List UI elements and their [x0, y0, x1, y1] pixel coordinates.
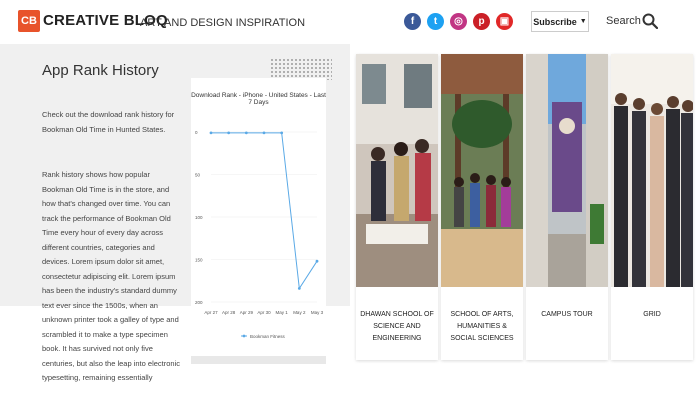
faculty-group-photo [611, 54, 693, 287]
x-tick-label: May 2 [293, 310, 306, 315]
school-card-engineering[interactable]: DHAWAN SCHOOL OF SCIENCE AND ENGINEERING [356, 54, 438, 360]
students-photo [356, 54, 438, 287]
pinterest-icon[interactable]: p [473, 13, 490, 30]
chart-title: Download Rank - iPhone - United States -… [191, 92, 326, 106]
y-tick-label: 50 [195, 173, 201, 178]
facebook-icon[interactable]: f [404, 13, 421, 30]
intro-paragraph: Check out the download rank history for … [42, 110, 175, 134]
logo-mark[interactable]: CB [18, 10, 40, 32]
school-label: GRID [643, 311, 661, 318]
search-label[interactable]: Search [606, 15, 641, 27]
y-tick-label: 100 [195, 215, 203, 220]
y-tick-label: 150 [195, 258, 203, 263]
subscribe-button[interactable]: Subscribe ▼ [531, 11, 589, 32]
flipboard-icon[interactable]: ▣ [496, 13, 513, 30]
legend-label: Bookman Fitness [250, 334, 286, 339]
search-icon[interactable] [642, 13, 658, 29]
subscribe-label: Subscribe [533, 16, 577, 27]
site-header: CB CREATIVE BLOQ ART AND DESIGN INSPIRAT… [0, 0, 700, 44]
data-point [262, 131, 266, 135]
series-line [211, 132, 318, 290]
legend-marker [242, 334, 246, 338]
school-card-campus-tour[interactable]: CAMPUS TOUR [526, 54, 608, 360]
x-tick-label: Apr 29 [240, 310, 254, 315]
instagram-icon[interactable]: ◎ [450, 13, 467, 30]
data-point [280, 131, 284, 135]
school-card-arts[interactable]: SCHOOL OF ARTS, HUMANITIES & SOCIAL SCIE… [441, 54, 523, 360]
chevron-down-icon: ▼ [579, 18, 587, 25]
campus-building-photo [526, 54, 608, 287]
y-tick-label: 200 [195, 300, 203, 305]
school-card-grid[interactable]: GRID [611, 54, 693, 360]
x-tick-label: Apr 27 [204, 310, 218, 315]
data-point [244, 131, 248, 135]
school-label: DHAWAN SCHOOL OF SCIENCE AND ENGINEERING [360, 311, 434, 342]
dot-pattern [270, 58, 332, 80]
data-point [315, 259, 319, 263]
twitter-icon[interactable]: t [427, 13, 444, 30]
school-label: SCHOOL OF ARTS, HUMANITIES & SOCIAL SCIE… [450, 311, 514, 342]
x-tick-label: May 3 [311, 310, 324, 315]
body-paragraph: Rank history shows how popular Bookman O… [42, 170, 180, 382]
x-tick-label: Apr 28 [222, 310, 236, 315]
rank-chart: Download Rank - iPhone - United States -… [191, 78, 326, 364]
data-point [227, 131, 231, 135]
x-tick-label: May 1 [276, 310, 289, 315]
x-tick-label: Apr 30 [257, 310, 271, 315]
data-point [297, 287, 301, 290]
school-label: CAMPUS TOUR [541, 311, 593, 318]
tagline: ART AND DESIGN INSPIRATION [140, 17, 306, 29]
data-point [209, 131, 213, 135]
logo-text[interactable]: CREATIVE BLOQ [43, 12, 168, 29]
y-tick-label: 0 [195, 130, 198, 135]
students-courtyard-photo [441, 54, 523, 287]
panel-title: App Rank History [42, 62, 159, 79]
